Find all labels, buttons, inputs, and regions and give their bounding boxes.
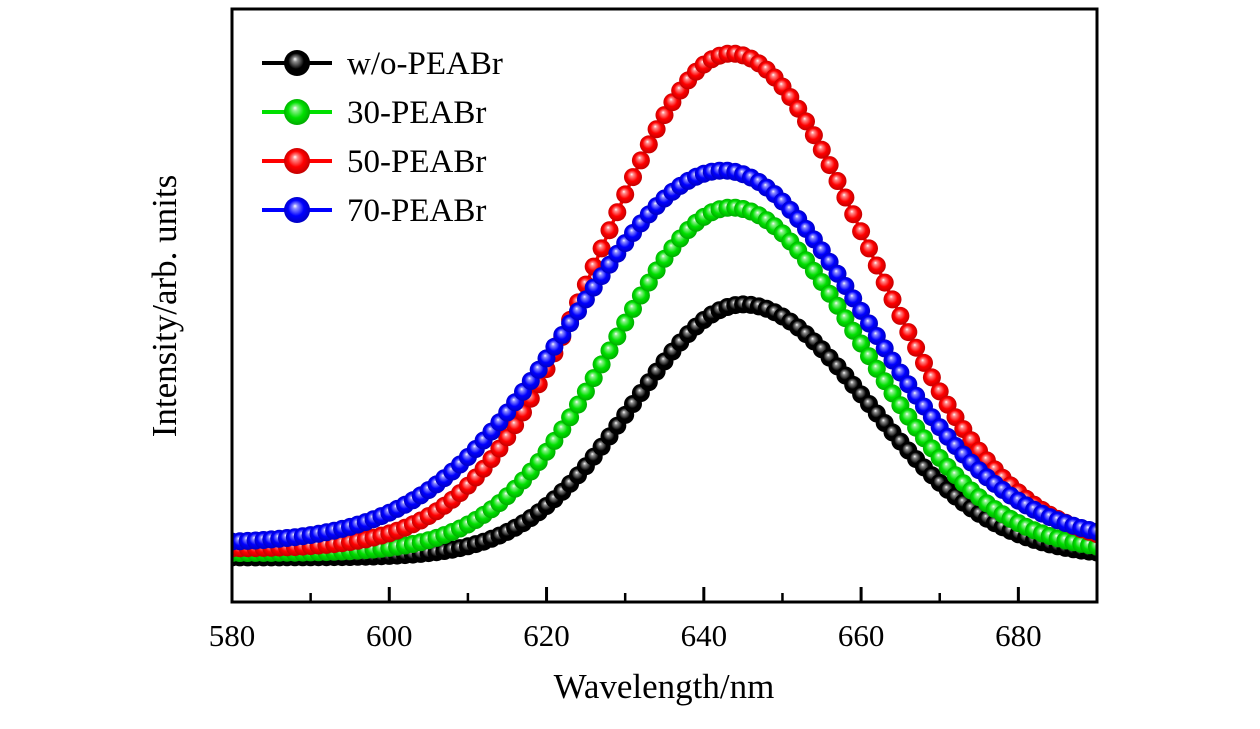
- data-point-marker: [875, 273, 894, 292]
- legend-label: 50-PEABr: [347, 144, 486, 180]
- series-70-PEABr: [232, 161, 1097, 551]
- data-point-marker: [797, 112, 815, 131]
- data-point-marker: [930, 382, 949, 401]
- y-axis-label: Intensity/arb. units: [145, 175, 184, 437]
- data-point-marker: [624, 299, 642, 318]
- legend-label: w/o-PEABr: [347, 46, 503, 82]
- data-point-marker: [631, 286, 650, 305]
- x-tick-label: 600: [366, 618, 413, 653]
- x-axis-ticks: [230, 587, 1020, 601]
- data-curves: [232, 44, 1097, 567]
- data-point-marker: [844, 205, 863, 224]
- data-point-marker: [608, 203, 627, 222]
- data-point-marker: [631, 151, 650, 170]
- data-point-marker: [804, 126, 823, 145]
- data-point-marker: [836, 188, 855, 207]
- data-point-marker: [608, 327, 627, 346]
- data-point-marker: [820, 156, 839, 175]
- data-point-marker: [860, 239, 878, 258]
- data-point-marker: [907, 338, 926, 357]
- data-point-marker: [624, 168, 642, 187]
- data-point-marker: [867, 256, 886, 275]
- plot-frame: [230, 7, 1099, 604]
- x-tick-label: 680: [995, 618, 1042, 653]
- data-point-marker: [1088, 522, 1097, 541]
- legend-marker-icon: [284, 99, 310, 125]
- data-point-marker: [915, 353, 933, 372]
- legend-marker-icon: [284, 50, 310, 76]
- data-point-marker: [655, 106, 674, 125]
- data-point-marker: [600, 341, 619, 360]
- data-point-marker: [584, 369, 603, 388]
- legend-item-w/o-PEABr: w/o-PEABr: [262, 46, 503, 82]
- data-point-marker: [600, 221, 619, 240]
- data-point-marker: [647, 120, 666, 139]
- x-axis-tick-labels: 580 600 620 640 660 680: [209, 618, 1042, 653]
- legend-item-70-PEABr: 70-PEABr: [262, 193, 486, 229]
- data-point-marker: [828, 172, 847, 190]
- legend-item-50-PEABr: 50-PEABr: [262, 144, 486, 180]
- x-tick-label: 620: [523, 618, 570, 653]
- data-point-marker: [852, 222, 871, 241]
- legend-item-30-PEABr: 30-PEABr: [262, 95, 486, 131]
- legend-label: 70-PEABr: [347, 193, 486, 229]
- legend-label: 30-PEABr: [347, 95, 486, 131]
- data-point-marker: [592, 355, 611, 374]
- data-point-marker: [639, 135, 658, 154]
- legend-marker-icon: [284, 148, 310, 174]
- data-point-marker: [576, 382, 595, 401]
- x-tick-label: 660: [838, 618, 885, 653]
- data-point-marker: [616, 313, 635, 332]
- x-tick-label: 640: [681, 618, 728, 653]
- data-point-marker: [922, 368, 941, 387]
- data-point-marker: [569, 395, 587, 414]
- data-point-marker: [899, 323, 918, 342]
- data-point-marker: [592, 239, 611, 258]
- x-axis-label: Wavelength/nm: [554, 667, 775, 706]
- data-point-marker: [883, 290, 902, 309]
- data-point-marker: [812, 140, 831, 159]
- legend: w/o-PEABr 30-PEABr 50-PEABr 70-PEABr: [262, 46, 503, 229]
- data-point-marker: [616, 185, 635, 204]
- data-point-marker: [891, 306, 910, 325]
- x-tick-label: 580: [209, 618, 256, 653]
- legend-marker-icon: [284, 197, 310, 223]
